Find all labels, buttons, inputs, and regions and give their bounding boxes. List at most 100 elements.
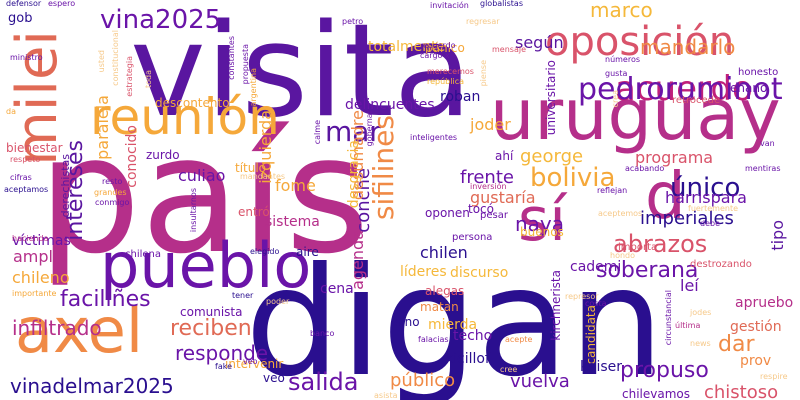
word-facilines: faciliñes: [60, 287, 151, 312]
word-news: news: [690, 339, 711, 348]
word-respeto: respeto: [10, 155, 41, 164]
word-constitucional: constitucional: [111, 30, 120, 86]
word-imperiales: imperiales: [640, 208, 734, 229]
word-oponen: oponen: [425, 206, 470, 220]
word-kaiser: kaiser: [580, 359, 622, 375]
word-poder: poder: [266, 297, 290, 306]
word-argentina: argentina: [249, 68, 258, 107]
word-tipo: tipo: [768, 220, 787, 251]
word-aire: aire: [296, 245, 319, 259]
word-vinadelmar2025: vinadelmar2025: [10, 374, 174, 398]
word-importa: importa: [618, 242, 658, 253]
word-invitacion: invitación: [430, 1, 469, 10]
word-costa: costa: [585, 299, 607, 308]
word-estrategia: estrategia: [125, 56, 134, 97]
word-cifras: cifras: [10, 173, 32, 182]
word-grandes: grandes: [94, 188, 127, 197]
word-pais: país: [38, 102, 370, 290]
word-aceptamos: aceptamos: [4, 185, 49, 194]
word-entro: entró: [238, 205, 270, 219]
word-sistema: sistema: [265, 214, 320, 230]
word-victimas: víctimas: [12, 233, 71, 249]
word-panico: pánico: [425, 41, 465, 55]
word-fake: fake: [215, 362, 232, 371]
word-titulo: título: [235, 161, 267, 175]
word-piense: piense: [479, 60, 488, 87]
word-ministro: ministro: [10, 53, 43, 62]
word-responde: responde: [175, 341, 269, 365]
word-resto: resto: [102, 177, 123, 186]
word-roban: roban: [440, 89, 481, 105]
word-cree: cree: [500, 365, 518, 374]
word-naya: naya: [515, 212, 565, 236]
word-universitario: universitario: [544, 60, 558, 136]
word-enano: enano: [730, 81, 768, 95]
word-digan: digan: [245, 236, 665, 400]
word-ahi: ahí: [495, 149, 514, 163]
word-culiao: culiao: [178, 166, 226, 185]
word-acabando: acabando: [625, 164, 665, 173]
word-abrazos: abrazos: [613, 230, 708, 258]
word-represor: represor: [565, 292, 599, 301]
word-espero: espero: [48, 0, 76, 8]
word-harrispar: harrisparа: [665, 188, 747, 207]
word-mentiras: mentiras: [745, 164, 781, 173]
word-x: x: [445, 51, 450, 60]
word-recuerdo: recuerdo: [420, 41, 456, 50]
word-frente: frente: [460, 167, 514, 188]
word-regresar: regresar: [466, 17, 500, 26]
word-bolivia: bolivia: [530, 163, 616, 193]
word-circunstancial: circunstancial: [664, 290, 673, 346]
word-inversion: inversión: [470, 182, 507, 191]
word-chistoso: chistoso: [704, 382, 779, 400]
word-pedroruminot: pedroruminot: [578, 72, 783, 107]
word-soberana: soberana: [596, 258, 699, 283]
word-mar: mar: [325, 115, 381, 148]
word-hondo: hondo: [610, 251, 636, 260]
word-republica: república: [427, 77, 465, 86]
word-defensor: defensor: [6, 0, 42, 8]
word-fuertemente: fuertemente: [688, 204, 738, 213]
word-jodes: jodes: [690, 308, 712, 317]
word-constantes: constantes: [227, 36, 236, 80]
word-cargo: cargo: [420, 51, 443, 60]
word-reflejan: reflejan: [597, 186, 628, 195]
word-totalmente: totalmente: [368, 39, 446, 55]
word-toda: toda: [144, 70, 153, 89]
word-conocido: conocido: [124, 125, 140, 188]
word-mierda: mierda: [428, 317, 478, 333]
word-prov: prov: [740, 353, 772, 369]
word-gob: gob: [8, 11, 33, 26]
word-joder: joder: [470, 115, 511, 134]
word-asista: asista: [374, 391, 398, 400]
word-marco: marco: [590, 0, 653, 22]
word-calme: calme: [313, 120, 322, 145]
word-alegas: alegas: [425, 284, 465, 298]
word-zurdo: zurdo: [146, 148, 180, 162]
word-respire: respire: [760, 372, 788, 381]
word-debe: debe: [700, 219, 720, 228]
word-toco: tocó: [468, 202, 494, 216]
word-derechistas: derechistas: [59, 154, 72, 218]
word-destrozando: destrozando: [690, 259, 752, 270]
word-apruebo: apruebo: [735, 295, 794, 311]
word-propuso: propuso: [620, 358, 709, 383]
word-mandarlo: mandarlo: [640, 35, 736, 59]
word-matan: matan: [420, 300, 459, 314]
word-intervenir: intervenir: [225, 357, 284, 371]
word-chilevamos: chilevamos: [622, 387, 690, 400]
word-agenda: agenda: [348, 230, 367, 290]
word-axel: axel: [15, 294, 144, 367]
word-crea: crea: [611, 90, 620, 108]
word-retrocede: retrocede: [672, 95, 721, 106]
word-conmigo: conmigo: [95, 198, 130, 207]
word-merecemos: merecemos: [427, 67, 474, 76]
word-gobernar: gobernar: [365, 110, 374, 147]
word-programa: programa: [635, 148, 714, 167]
word-infiltrado: infiltrado: [12, 316, 102, 340]
word-globalistas: globalistas: [480, 0, 523, 8]
word-cena: cena: [320, 281, 354, 297]
word-importante: importante: [12, 289, 57, 298]
word-sino: sino: [395, 315, 420, 329]
